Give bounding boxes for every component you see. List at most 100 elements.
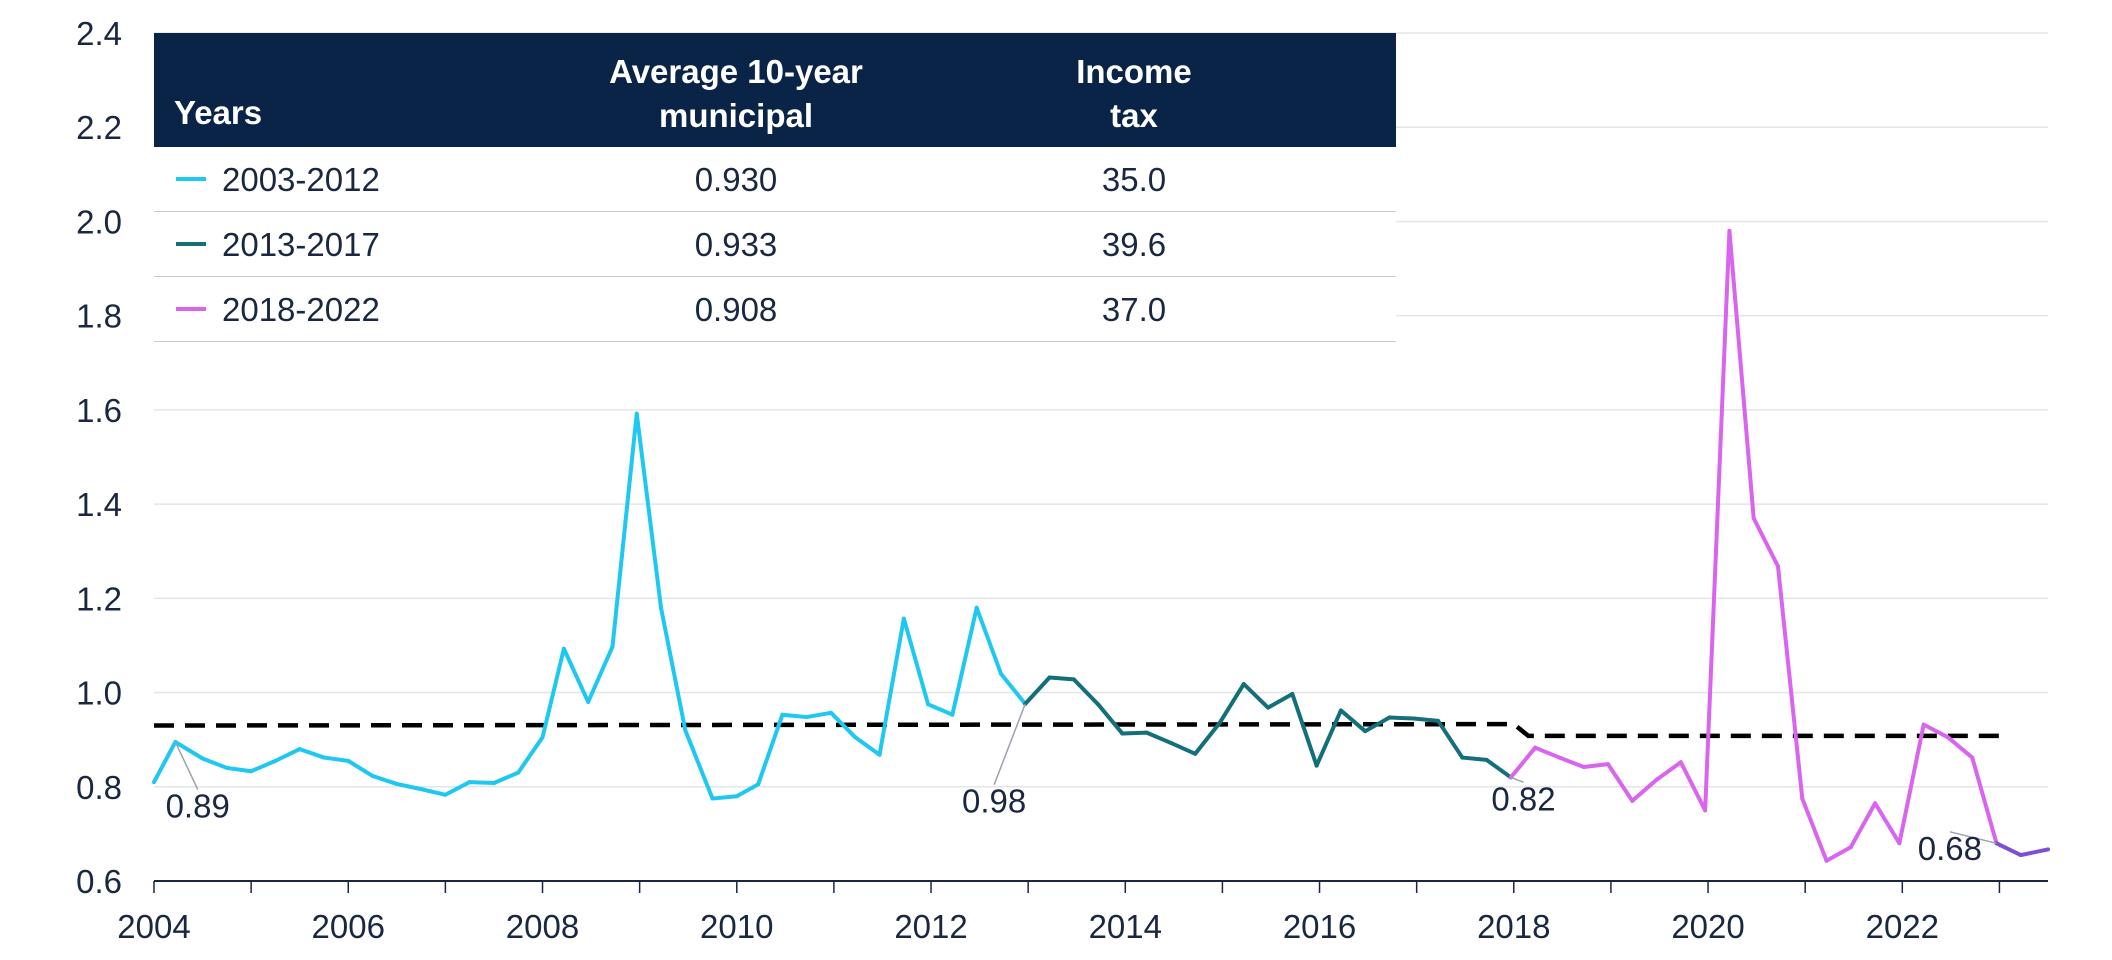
annotation-leader [1510,776,1524,784]
data-point [1096,702,1101,707]
x-tick-label: 2012 [894,908,967,945]
data-point [540,735,545,740]
data-point [1945,735,1950,740]
data-point [1606,762,1611,767]
data-point [1338,708,1343,713]
data-point [1168,740,1173,745]
series-line-2003-2012 [152,411,1027,801]
data-point [877,752,882,757]
y-tick-labels: 0.6 0.8 1.0 1.2 1.4 1.6 1.8 2.0 2.2 2.4 [76,15,122,900]
y-tick-label: 1.6 [76,392,122,429]
data-point [1824,858,1829,863]
data-point [346,758,351,763]
data-point [1387,715,1392,720]
data-point [780,712,785,717]
x-tick-label: 2018 [1477,908,1550,945]
x-tick-label: 2014 [1089,908,1162,945]
data-point [516,770,521,775]
average-line [153,721,2000,739]
data-point [1581,764,1586,769]
legend-tax: 35.0 [1101,161,1167,198]
legend-table: Years Average 10-year municipal bond vs.… [154,33,1396,342]
data-point [1484,757,1489,762]
data-point [467,780,472,785]
annotation-label: 0.89 [166,787,230,824]
data-point [734,794,739,799]
data-point [1436,718,1441,723]
data-point [1703,808,1708,813]
y-tick-label: 0.6 [76,863,122,900]
x-tick-label: 2006 [312,908,385,945]
data-point [1678,760,1683,765]
data-point [1411,716,1416,721]
data-point [297,747,302,752]
data-point [634,411,639,416]
data-point [2018,853,2023,858]
data-point [224,765,229,770]
legend-tax: 39.6 [1101,226,1167,263]
x-tick-label: 2004 [117,908,190,945]
data-point [710,796,715,801]
data-point [2046,847,2050,852]
data-point [419,787,424,792]
data-point [1775,564,1780,569]
data-point [491,781,496,786]
annotation-label: 0.68 [1918,830,1982,867]
series-lines [152,228,2050,863]
legend-years: 2013-2017 [222,226,380,263]
legend-row-2013-2017: 2013-2017 0.933 39.6 [154,212,1396,277]
average-dashed-line [153,721,2000,739]
data-point [1460,755,1465,760]
data-point [974,605,979,610]
y-tick-label: 2.2 [76,109,122,146]
annotation-leader [1949,831,1997,845]
header-yield-line1: Average 10-year municipal [609,53,863,134]
data-point [1970,755,1975,760]
data-point [1897,841,1902,846]
annotation-label: 0.98 [962,783,1026,820]
legend-yield: 0.930 [694,161,778,198]
data-point [443,792,448,797]
legend-swatch [176,177,206,181]
data-point [152,780,156,785]
data-point [370,773,375,778]
data-point [561,646,566,651]
annotation-leader [174,741,199,790]
data-point [683,728,688,733]
data-point [586,699,591,704]
data-point [249,769,254,774]
data-point [1071,677,1076,682]
data-point [394,781,399,786]
data-point [610,644,615,649]
y-tick-label: 2.0 [76,203,122,240]
legend-swatch [176,307,206,311]
x-tick-label: 2008 [506,908,579,945]
data-point [853,735,858,740]
annotation-label: 0.82 [1491,780,1555,817]
data-point [1363,729,1368,734]
legend-row-2018-2022: 2018-2022 0.908 37.0 [154,277,1396,342]
header-tax-line1: Income tax [1076,53,1192,134]
data-point [1630,798,1635,803]
y-tick-label: 2.4 [76,15,122,52]
x-tick-labels: 2004 2006 2008 2010 2012 2014 2016 2018 2020 2022 [117,908,1939,945]
data-point [1751,516,1756,521]
legend-years: 2003-2012 [222,161,380,198]
axes [153,880,2048,893]
data-point [1144,730,1149,735]
data-point [1873,801,1878,806]
x-tick-label: 2020 [1671,908,1744,945]
y-tick-label: 1.4 [76,486,122,523]
legend-yield: 0.908 [694,291,778,328]
x-tick-label: 2022 [1866,908,1939,945]
data-point [659,605,664,610]
data-point [756,782,761,787]
data-point [1533,745,1538,750]
legend-yield: 0.933 [694,226,778,263]
data-point [926,702,931,707]
legend-row-2003-2012: 2003-2012 0.930 35.0 [154,147,1396,212]
data-point [1654,777,1659,782]
data-point [321,755,326,760]
data-point [1800,796,1805,801]
data-point [1241,682,1246,687]
